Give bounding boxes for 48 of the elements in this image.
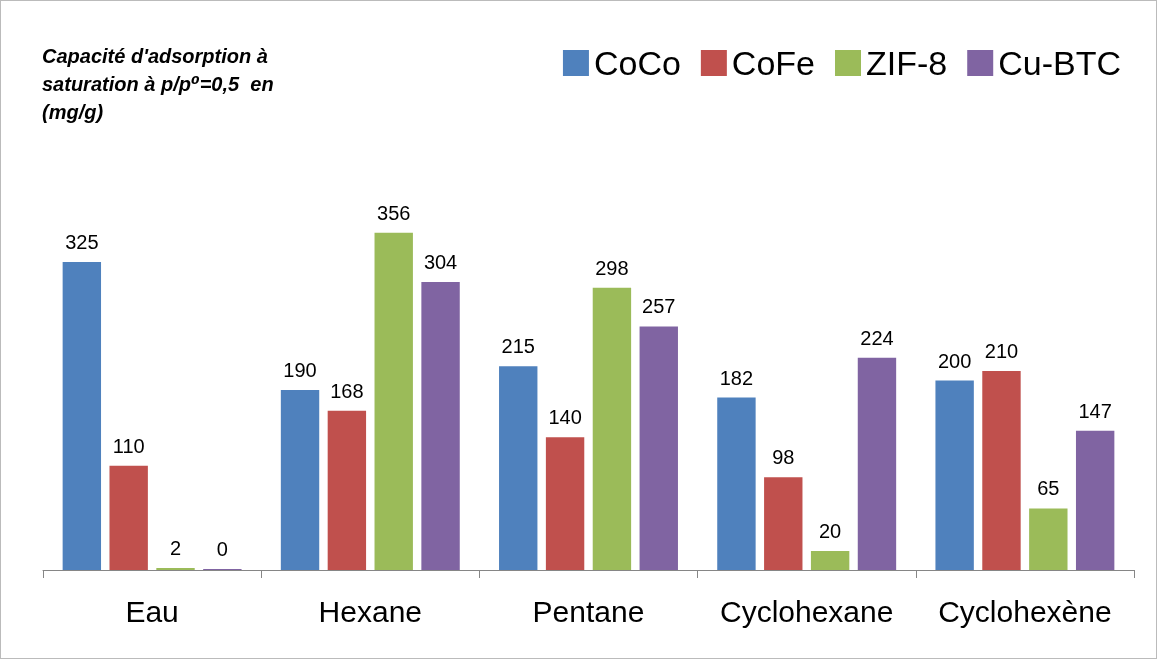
- data-label: 65: [1037, 477, 1060, 500]
- bar: [374, 232, 413, 570]
- legend-label: Cu-BTC: [998, 44, 1122, 82]
- data-label: 224: [860, 326, 894, 349]
- legend-label: CoFe: [731, 44, 815, 82]
- bar: [545, 437, 585, 570]
- bar: [857, 357, 897, 570]
- data-label: 0: [216, 538, 228, 560]
- data-label: 298: [595, 256, 629, 279]
- data-label: 325: [65, 231, 99, 254]
- bar: [109, 465, 148, 570]
- data-label: 2: [169, 537, 182, 560]
- data-label: 356: [377, 201, 411, 224]
- legend-label: CoCo: [593, 44, 681, 82]
- x-tick-label: Hexane: [318, 594, 422, 628]
- x-tick-label: Pentane: [532, 594, 645, 628]
- data-label: 168: [330, 379, 364, 402]
- bar: [1075, 430, 1115, 570]
- bar: [592, 287, 632, 570]
- bar: [717, 397, 756, 570]
- data-label: 182: [719, 366, 754, 389]
- data-label: 215: [501, 335, 535, 358]
- bar: [280, 389, 320, 570]
- bar: [764, 477, 803, 570]
- bar: [62, 262, 102, 570]
- x-tick-label: Cyclohexane: [719, 594, 894, 628]
- data-label: 20: [819, 520, 842, 543]
- bar: [499, 366, 538, 570]
- data-label: 257: [642, 295, 676, 318]
- bar: [1029, 508, 1068, 570]
- data-label: 110: [112, 434, 145, 457]
- x-tick-label: Eau: [125, 594, 179, 628]
- bar: [810, 551, 850, 570]
- data-label: 210: [984, 340, 1019, 363]
- data-label: 190: [283, 358, 317, 381]
- bar: [327, 410, 367, 570]
- legend-label: ZIF-8: [866, 44, 948, 82]
- data-label: 98: [772, 446, 795, 469]
- x-tick-label: Cyclohexène: [938, 594, 1112, 628]
- data-label: 200: [937, 349, 972, 372]
- chart-title: Capacité d'adsorption à saturation à p/p⁰=0,5 en (mg/g): [42, 45, 280, 123]
- bar: [935, 380, 974, 570]
- data-label: 147: [1078, 399, 1112, 422]
- bar: [982, 371, 1021, 570]
- bar: [421, 281, 460, 570]
- bar: [639, 326, 678, 570]
- data-label: 304: [423, 250, 458, 273]
- data-label: 140: [548, 406, 582, 429]
